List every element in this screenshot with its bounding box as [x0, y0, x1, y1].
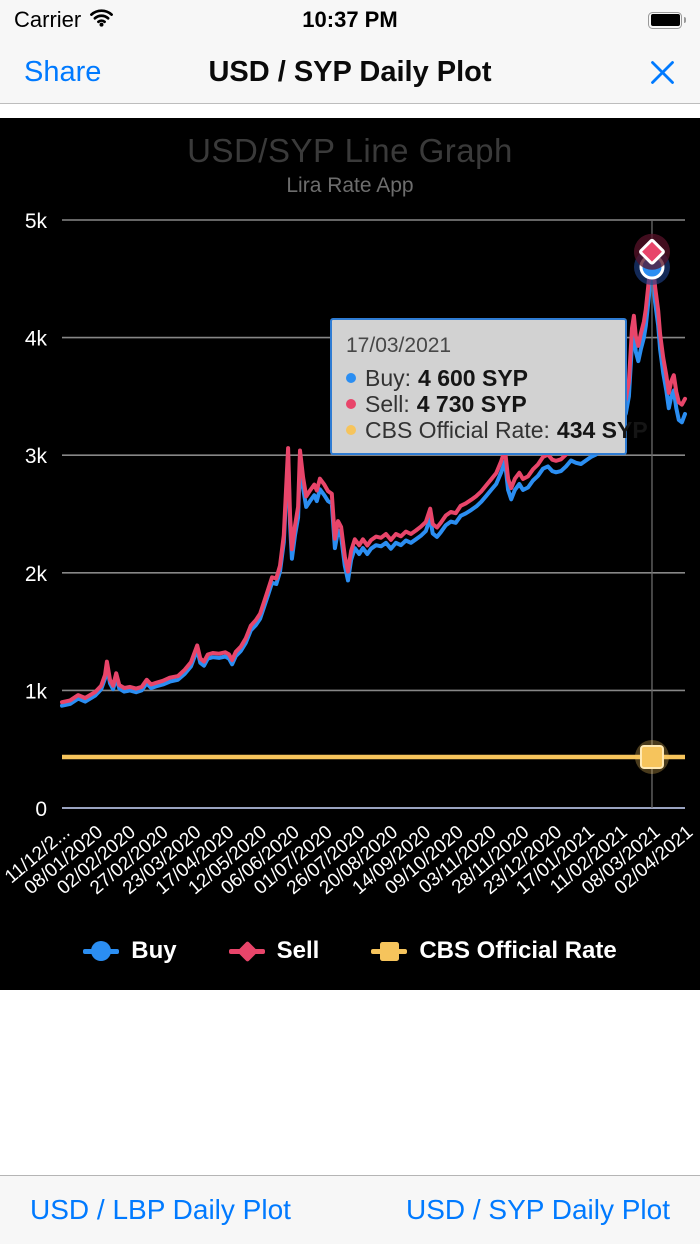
- legend-item-cbs-official-rate[interactable]: CBS Official Rate: [371, 937, 617, 965]
- usd-lbp-daily-plot-link[interactable]: USD / LBP Daily Plot: [30, 1194, 291, 1225]
- y-axis-label: 2k: [25, 563, 48, 586]
- nav-bar: Share USD / SYP Daily Plot: [0, 40, 700, 104]
- page-title: USD / SYP Daily Plot: [208, 55, 492, 88]
- y-axis-label: 1k: [25, 680, 48, 703]
- legend-square-icon: [371, 940, 408, 962]
- chart-legend: Buy Sell CBS Official Rate: [0, 930, 700, 972]
- tooltip-row: Sell: 4 730 SYP: [346, 391, 613, 417]
- wifi-icon: [89, 7, 114, 33]
- chart-tooltip: 17/03/2021 Buy: 4 600 SYP Sell: 4 730 SYP CB…: [330, 318, 648, 455]
- chart-panel: USD/SYP Line Graph Lira Rate App 0 1k 2k 3k…: [0, 118, 700, 990]
- cbs-marker: [639, 744, 664, 769]
- legend-label: Buy: [131, 937, 177, 964]
- legend-item-buy[interactable]: Buy: [83, 937, 177, 965]
- chart-title: USD/SYP Line Graph: [187, 132, 513, 169]
- status-bar: Carrier 10:37 PM: [0, 0, 700, 40]
- tooltip-row: CBS Official Rate: 434 SYP: [346, 417, 648, 443]
- y-axis-label: 5k: [25, 210, 48, 233]
- chart-svg[interactable]: 01k2k3k4k5k11/12/2...08/01/202002/02/202…: [0, 118, 700, 990]
- battery-icon: [648, 11, 686, 29]
- top-bars: Carrier 10:37 PM Share USD / SYP Daily P…: [0, 0, 700, 104]
- legend-diamond-icon: [228, 940, 265, 963]
- close-icon[interactable]: [649, 59, 676, 86]
- tooltip-date: 17/03/2021: [346, 334, 452, 357]
- legend-item-sell[interactable]: Sell: [228, 937, 320, 965]
- legend-label: CBS Official Rate: [419, 937, 617, 964]
- y-axis-label: 0: [35, 798, 47, 821]
- chart-subtitle: Lira Rate App: [286, 174, 414, 197]
- tooltip-dot-icon: [346, 399, 356, 409]
- legend-circle-icon: [83, 940, 120, 962]
- status-time: 10:37 PM: [302, 7, 398, 32]
- tooltip-rows: Buy: 4 600 SYP Sell: 4 730 SYP CBS Official …: [346, 365, 648, 443]
- carrier-group: Carrier: [14, 7, 114, 33]
- sell-marker: [639, 238, 665, 265]
- tooltip-dot-icon: [346, 425, 356, 435]
- share-button[interactable]: Share: [24, 55, 102, 88]
- y-axis-label: 4k: [25, 328, 48, 351]
- tooltip-dot-icon: [346, 373, 356, 383]
- legend-label: Sell: [276, 937, 320, 964]
- bottom-toolbar: USD / LBP Daily Plot USD / SYP Daily Plo…: [0, 1175, 700, 1244]
- y-axis-label: 3k: [25, 445, 48, 468]
- tooltip-row: Buy: 4 600 SYP: [346, 365, 613, 391]
- usd-syp-daily-plot-link[interactable]: USD / SYP Daily Plot: [405, 1194, 670, 1225]
- carrier-label: Carrier: [14, 7, 82, 32]
